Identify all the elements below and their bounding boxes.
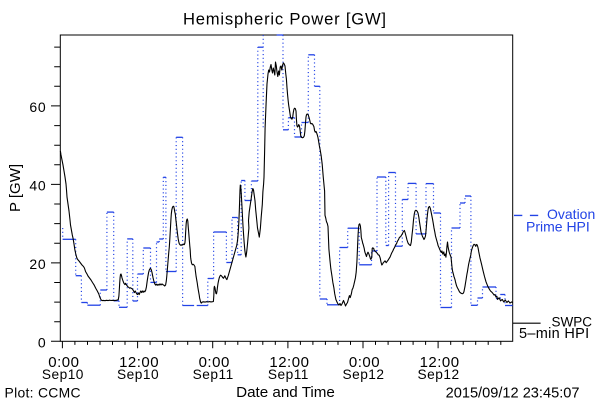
- svg-text:0:00: 0:00: [199, 354, 230, 371]
- svg-text:Hemispheric Power [GW]: Hemispheric Power [GW]: [183, 9, 387, 28]
- svg-text:5–min HPI: 5–min HPI: [519, 326, 589, 342]
- svg-text:Sep12: Sep12: [342, 367, 384, 382]
- svg-text:12:00: 12:00: [420, 354, 460, 371]
- svg-text:SWPC: SWPC: [552, 315, 593, 330]
- svg-text:40: 40: [29, 178, 46, 194]
- svg-text:0:00: 0:00: [349, 354, 380, 371]
- svg-text:P [GW]: P [GW]: [7, 164, 24, 212]
- svg-text:20: 20: [29, 256, 46, 272]
- svg-text:0: 0: [38, 335, 47, 351]
- svg-text:12:00: 12:00: [269, 354, 309, 371]
- svg-text:Ovation: Ovation: [547, 206, 595, 222]
- svg-text:Sep12: Sep12: [418, 367, 460, 382]
- svg-text:Date and Time: Date and Time: [236, 384, 335, 400]
- svg-text:Sep11: Sep11: [268, 367, 309, 382]
- svg-text:Sep11: Sep11: [193, 367, 234, 382]
- svg-text:0:00: 0:00: [48, 354, 79, 371]
- svg-text:Prime HPI: Prime HPI: [526, 219, 590, 235]
- svg-text:60: 60: [29, 99, 46, 115]
- svg-text:Sep10: Sep10: [117, 367, 159, 382]
- svg-text:2015/09/12 23:45:07: 2015/09/12 23:45:07: [446, 385, 580, 400]
- svg-text:12:00: 12:00: [119, 354, 159, 371]
- svg-text:Plot: CCMC: Plot: CCMC: [5, 384, 81, 400]
- svg-text:Sep10: Sep10: [42, 367, 84, 382]
